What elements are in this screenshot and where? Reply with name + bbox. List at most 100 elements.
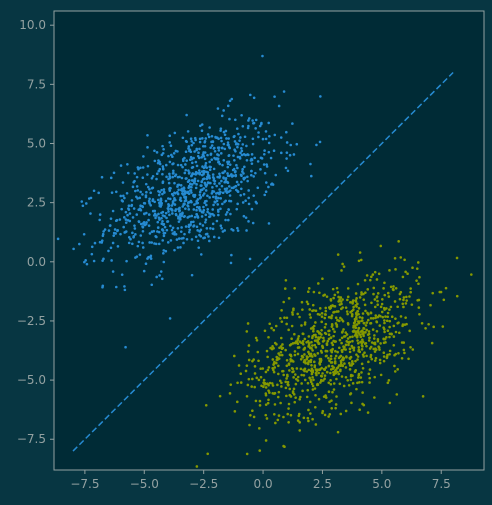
data-point-series-2 <box>324 396 328 399</box>
data-point-series-1 <box>171 226 175 230</box>
data-point-series-1 <box>161 172 164 176</box>
data-point-series-1 <box>161 167 165 170</box>
data-point-series-1 <box>165 175 168 179</box>
data-point-series-1 <box>202 236 205 240</box>
data-point-series-2 <box>276 395 280 399</box>
data-point-series-2 <box>307 352 311 356</box>
data-point-series-1 <box>241 201 245 204</box>
data-point-series-1 <box>111 209 115 213</box>
data-point-series-2 <box>362 327 366 330</box>
data-point-series-1 <box>220 179 223 183</box>
data-point-series-2 <box>279 336 283 340</box>
data-point-series-1 <box>209 153 213 156</box>
data-point-series-1 <box>202 205 205 209</box>
data-point-series-2 <box>362 292 365 296</box>
data-point-series-2 <box>229 383 233 386</box>
data-point-series-1 <box>185 159 188 162</box>
data-point-series-2 <box>357 345 361 349</box>
data-point-series-2 <box>332 311 335 314</box>
data-point-series-2 <box>395 393 399 396</box>
data-point-series-1 <box>113 228 117 231</box>
data-point-series-2 <box>288 393 292 397</box>
data-point-series-2 <box>346 295 350 299</box>
data-point-series-1 <box>189 137 193 141</box>
data-point-series-2 <box>303 323 307 326</box>
data-point-series-1 <box>235 180 239 184</box>
data-point-series-1 <box>218 162 222 166</box>
data-point-series-1 <box>196 215 199 218</box>
data-point-series-2 <box>361 391 364 394</box>
data-point-series-1 <box>148 197 151 201</box>
data-point-series-1 <box>162 147 165 151</box>
data-point-series-1 <box>109 176 113 180</box>
data-point-series-1 <box>190 238 194 241</box>
data-point-series-2 <box>371 328 375 331</box>
data-point-series-2 <box>310 363 313 367</box>
data-point-series-2 <box>356 320 360 323</box>
data-point-series-1 <box>174 209 177 213</box>
data-point-series-2 <box>381 315 385 319</box>
data-point-series-2 <box>301 389 304 393</box>
data-point-series-2 <box>382 287 385 290</box>
data-point-series-1 <box>124 210 128 214</box>
data-point-series-1 <box>241 143 245 146</box>
data-point-series-2 <box>306 290 310 294</box>
data-point-series-1 <box>132 235 136 238</box>
data-point-series-1 <box>198 193 202 197</box>
data-point-series-1 <box>98 213 102 216</box>
data-point-series-2 <box>348 361 351 365</box>
data-point-series-2 <box>290 366 294 370</box>
data-point-series-1 <box>147 213 151 216</box>
data-point-series-1 <box>201 144 205 148</box>
data-point-series-1 <box>184 168 188 172</box>
data-point-series-1 <box>250 158 254 162</box>
data-point-series-1 <box>233 148 236 152</box>
data-point-series-1 <box>169 186 172 190</box>
data-point-series-1 <box>267 150 271 154</box>
data-point-series-2 <box>337 346 341 350</box>
data-point-series-1 <box>208 168 212 172</box>
data-point-series-1 <box>156 198 160 202</box>
data-point-series-2 <box>271 384 275 387</box>
data-point-series-2 <box>318 363 322 366</box>
data-point-series-1 <box>259 122 263 126</box>
data-point-series-2 <box>316 330 319 333</box>
data-point-series-1 <box>141 246 145 249</box>
data-point-series-1 <box>204 164 207 167</box>
data-point-series-2 <box>351 382 355 385</box>
data-point-series-2 <box>300 355 304 358</box>
data-point-series-2 <box>255 339 259 342</box>
data-point-series-2 <box>327 333 331 337</box>
data-point-series-1 <box>249 93 252 97</box>
data-point-series-1 <box>111 241 115 245</box>
data-point-series-1 <box>150 241 154 244</box>
data-point-series-2 <box>407 357 410 361</box>
data-point-series-1 <box>226 181 230 184</box>
data-point-series-1 <box>195 205 199 209</box>
data-point-series-2 <box>358 315 362 319</box>
data-point-series-2 <box>373 298 377 301</box>
data-point-series-1 <box>224 180 228 184</box>
data-point-series-2 <box>312 329 315 333</box>
data-point-series-2 <box>320 315 324 318</box>
data-point-series-2 <box>376 292 380 295</box>
data-point-series-2 <box>455 256 459 260</box>
data-point-series-1 <box>216 208 220 212</box>
data-point-series-1 <box>187 225 191 229</box>
data-point-series-1 <box>218 192 221 196</box>
data-point-series-2 <box>393 364 396 368</box>
data-point-series-2 <box>334 403 338 406</box>
data-point-series-1 <box>176 246 180 249</box>
data-point-series-1 <box>119 232 122 236</box>
data-point-series-2 <box>368 368 372 371</box>
data-point-series-1 <box>192 172 195 176</box>
data-point-series-2 <box>279 345 283 348</box>
data-point-series-1 <box>237 183 240 186</box>
data-point-series-1 <box>119 194 123 198</box>
data-point-series-1 <box>121 181 125 184</box>
data-point-series-2 <box>266 368 270 372</box>
data-point-series-1 <box>226 172 229 175</box>
data-point-series-2 <box>370 301 373 305</box>
data-point-series-1 <box>157 159 160 162</box>
data-point-series-1 <box>224 218 227 222</box>
